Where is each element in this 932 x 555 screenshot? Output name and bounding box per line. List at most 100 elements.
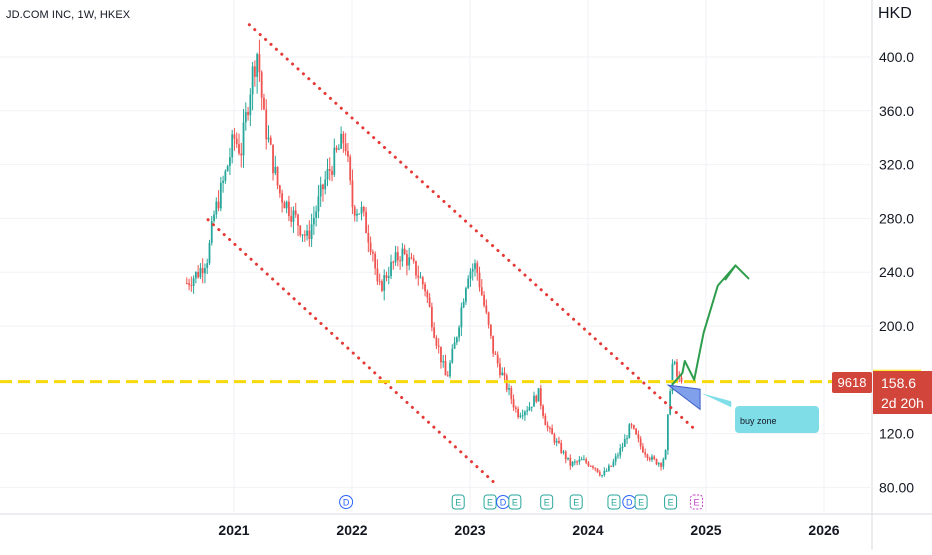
candle-body <box>371 251 374 254</box>
candle-body <box>392 261 395 263</box>
price-axis: 400.0 360.0 320.0 280.0 240.0 200.0 120.0 80.00 <box>879 49 914 495</box>
candle-body <box>263 97 265 110</box>
candle-body <box>546 425 549 428</box>
candle-series <box>185 39 683 478</box>
earnings-marker[interactable] <box>451 494 465 510</box>
time-tick-label: 2022 <box>336 522 367 538</box>
candle-body <box>417 275 420 278</box>
candle-body <box>530 406 533 408</box>
candle-body <box>376 268 379 282</box>
candle-body <box>601 475 603 477</box>
time-axis: 2021 2022 2023 2024 2025 2026 <box>218 522 839 538</box>
candle-body <box>437 345 440 347</box>
candle-body <box>465 288 467 302</box>
candle-body <box>344 143 347 152</box>
candle-body <box>408 257 411 266</box>
earnings-marker[interactable] <box>508 494 522 510</box>
candle-body <box>369 242 372 252</box>
event-marker-label: E <box>487 498 493 508</box>
earnings-marker[interactable] <box>607 494 621 510</box>
candle-body <box>471 268 474 272</box>
candle-body <box>587 462 590 466</box>
candle-body <box>630 424 633 426</box>
candle-body <box>362 206 365 212</box>
candle-body <box>403 248 406 255</box>
drawing-overlays: buy zone <box>0 23 872 484</box>
candle-body <box>381 281 383 291</box>
candle-body <box>657 463 660 465</box>
candle-body <box>415 261 417 276</box>
candle-body <box>249 94 252 116</box>
earnings-marker[interactable] <box>569 494 583 510</box>
candle-body <box>297 214 299 226</box>
candle-body <box>356 213 358 216</box>
candle-body <box>219 182 222 209</box>
candle-body <box>303 234 306 236</box>
candle-body <box>589 465 592 467</box>
candle-body <box>267 137 270 140</box>
candle-body <box>580 459 583 461</box>
candle-body <box>642 446 644 453</box>
candle-body <box>299 225 302 236</box>
earnings-marker[interactable] <box>634 494 648 510</box>
candle-body <box>537 388 540 402</box>
candle-body <box>285 201 288 209</box>
time-tick-label: 2024 <box>572 522 603 538</box>
candle-body <box>360 206 363 214</box>
candle-body <box>390 261 392 277</box>
candle-body <box>256 54 259 77</box>
candle-body <box>517 409 520 417</box>
candle-body <box>301 234 304 236</box>
candle-body <box>401 248 404 262</box>
candle-body <box>433 327 436 338</box>
candle-body <box>576 461 579 463</box>
event-marker-label: E <box>573 498 579 508</box>
candle-body <box>387 276 390 279</box>
candle-body <box>653 456 656 460</box>
earnings-marker[interactable] <box>664 494 678 510</box>
candle-body <box>564 451 567 460</box>
candle-body <box>199 268 202 278</box>
candle-body <box>319 184 322 197</box>
upcoming-earnings-marker[interactable] <box>690 494 704 510</box>
candle-body <box>662 459 665 467</box>
event-marker-label: D <box>626 498 633 508</box>
price-tick-label: 280.0 <box>879 210 914 226</box>
time-tick-label: 2023 <box>454 522 485 538</box>
candle-body <box>510 388 513 400</box>
candle-body <box>514 407 517 410</box>
candle-body <box>213 214 215 222</box>
candle-body <box>224 171 227 181</box>
candle-body <box>222 180 225 183</box>
candle-body <box>449 362 451 377</box>
candle-body <box>469 271 472 279</box>
candle-body <box>312 217 315 225</box>
candle-body <box>272 144 274 174</box>
candle-body <box>235 138 238 145</box>
candle-body <box>192 278 195 287</box>
candle-body <box>430 306 433 328</box>
candle-body <box>544 415 547 426</box>
earnings-marker[interactable] <box>540 494 554 510</box>
dividend-marker[interactable] <box>339 495 354 509</box>
candle-body <box>558 440 560 443</box>
candle-body <box>281 193 284 203</box>
candle-body <box>337 148 340 150</box>
buy-zone-callout[interactable] <box>735 406 819 433</box>
candle-body <box>269 137 272 145</box>
event-marker-label: E <box>611 498 617 508</box>
candle-body <box>197 271 200 278</box>
currency-label[interactable]: HKD <box>878 5 912 22</box>
candle-body <box>646 454 649 459</box>
candle-body <box>669 391 672 415</box>
candle-body <box>462 301 465 308</box>
candle-body <box>632 425 635 429</box>
candle-body <box>533 395 535 407</box>
candle-body <box>358 213 361 215</box>
candle-body <box>542 405 544 416</box>
candle-body <box>569 457 572 466</box>
candle-body <box>560 442 563 453</box>
